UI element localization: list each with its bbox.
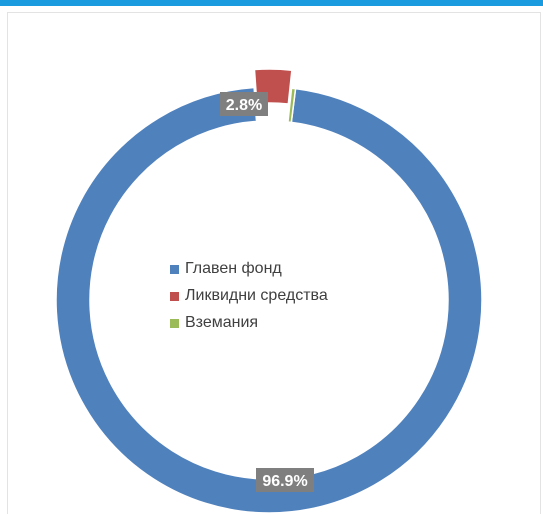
data-label-text: 2.8% [226, 97, 262, 114]
legend: Главен фонд Ликвидни средства Вземания [170, 258, 328, 334]
legend-label: Вземания [185, 314, 259, 331]
legend-label: Ликвидни средства [185, 287, 328, 304]
data-label-liquid-assets: 2.8% [220, 92, 268, 116]
legend-item-liquid-assets: Ликвидни средства [170, 285, 328, 307]
legend-swatch [170, 318, 179, 328]
chart-frame-top [7, 12, 541, 13]
slice-receivables [287, 87, 297, 124]
legend-swatch [170, 264, 179, 274]
data-label-bg [256, 468, 314, 492]
legend-item-main-fund: Главен фонд [170, 258, 328, 280]
top-accent-bar [0, 0, 543, 6]
legend-swatch [170, 291, 179, 301]
data-label-bg [220, 92, 268, 116]
chart-frame-left [7, 12, 8, 514]
slice-main-fund [55, 86, 483, 514]
legend-label: Главен фонд [185, 260, 282, 277]
chart-frame-right [540, 12, 541, 514]
legend-item-receivables: Вземания [170, 312, 328, 334]
data-label-text: 96.9% [262, 473, 307, 490]
data-label-main-fund: 96.9% [256, 468, 314, 492]
